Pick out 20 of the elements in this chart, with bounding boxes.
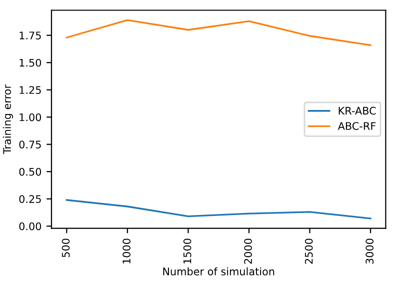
y-tick-label: 0.00 <box>19 222 42 230</box>
line-series <box>66 19 372 46</box>
x-tick-label: 3000 <box>366 238 374 264</box>
y-axis-title: Training error <box>2 84 14 154</box>
x-tick-label: 2500 <box>304 238 313 264</box>
y-tick-label: 0.50 <box>19 168 42 176</box>
x-tick-label: 500 <box>62 238 70 258</box>
y-tick-label: 1.25 <box>20 86 41 94</box>
y-tick-label: 1.50 <box>20 58 42 67</box>
legend-label: KR-ABC <box>338 106 376 115</box>
legend-label: ABC-RF <box>338 122 376 130</box>
x-tick-label: 1000 <box>122 238 130 264</box>
x-tick-label: 1500 <box>183 238 192 264</box>
y-tick-label: 1.75 <box>20 32 41 40</box>
y-tick-label: 0.25 <box>19 195 41 203</box>
x-axis-title: Number of simulation <box>163 267 274 276</box>
line-series <box>66 199 372 220</box>
x-tick-label: 2000 <box>244 238 252 264</box>
y-tick-label: 0.75 <box>19 140 41 148</box>
y-tick-label: 1.00 <box>20 113 42 122</box>
